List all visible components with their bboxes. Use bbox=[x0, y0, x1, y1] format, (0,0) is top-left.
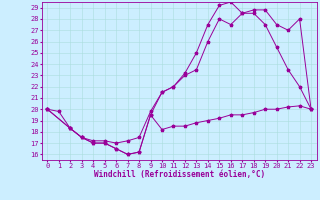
X-axis label: Windchill (Refroidissement éolien,°C): Windchill (Refroidissement éolien,°C) bbox=[94, 170, 265, 179]
